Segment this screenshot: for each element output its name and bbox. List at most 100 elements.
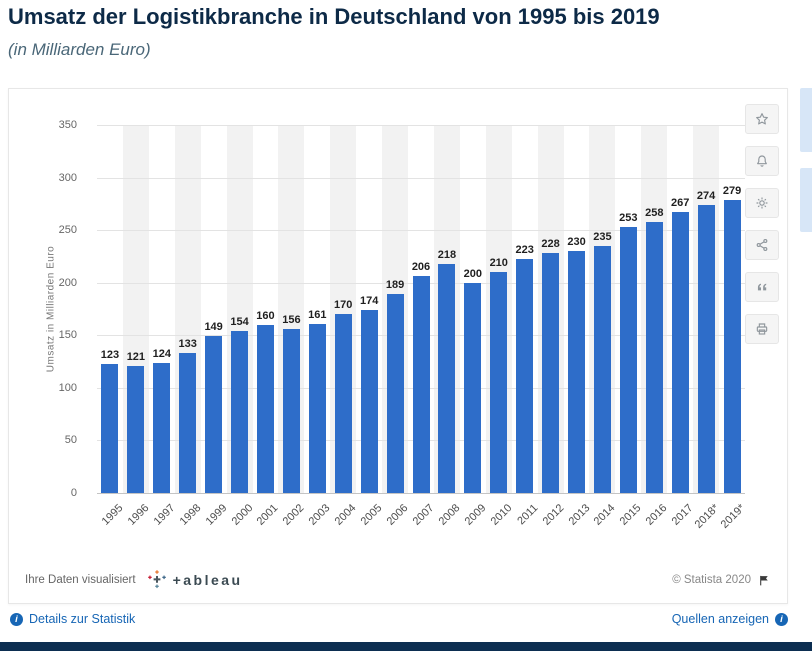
x-axis-label: 2000 — [229, 502, 256, 528]
copyright-area: © Statista 2020 — [672, 574, 771, 587]
bar[interactable] — [282, 329, 300, 493]
x-axis-label: 2013 — [566, 502, 593, 528]
favorite-button[interactable] — [745, 104, 779, 134]
x-axis-label: 2018* — [692, 502, 722, 531]
bar[interactable] — [153, 363, 171, 493]
gridline — [97, 230, 745, 232]
bar-value-label: 279 — [722, 185, 742, 197]
bar[interactable] — [386, 294, 404, 493]
settings-button[interactable] — [745, 188, 779, 218]
sources-link-label: Quellen anzeigen — [671, 612, 769, 626]
info-icon — [775, 612, 788, 626]
settings-icon — [754, 195, 770, 211]
bar[interactable] — [697, 205, 715, 493]
bar[interactable] — [516, 259, 534, 493]
gridline — [97, 177, 745, 179]
x-axis-label: 2004 — [332, 502, 359, 528]
chart-card: Umsatz in Milliarden Euro 0 50 100 150 200 25… — [8, 88, 788, 604]
x-axis-label: 2019* — [718, 502, 748, 531]
bar[interactable] — [127, 366, 145, 493]
bar-value-label: 235 — [593, 231, 612, 243]
bar-value-label: 200 — [463, 268, 482, 280]
bar[interactable] — [671, 212, 689, 493]
cookie-banner-edge — [0, 642, 812, 651]
x-axis-label: 2007 — [410, 502, 437, 528]
x-axis-label: 2003 — [306, 502, 333, 528]
share-icon — [754, 237, 770, 253]
chart-footer: Ihre Daten visualisiert +ableau © Statis… — [25, 569, 771, 591]
bar-value-label: 267 — [671, 197, 690, 209]
tableau-attribution: Ihre Daten visualisiert +ableau — [25, 569, 243, 591]
cite-button[interactable] — [745, 272, 779, 302]
chart-toolbar — [745, 104, 779, 344]
bar-value-label: 170 — [334, 299, 353, 311]
x-axis-label: 1997 — [151, 502, 178, 528]
bar[interactable] — [438, 264, 456, 493]
x-axis-label: 2005 — [358, 502, 385, 528]
bar[interactable] — [101, 364, 119, 493]
bar[interactable] — [464, 283, 482, 493]
details-link[interactable]: Details zur Statistik — [10, 612, 135, 626]
x-axis-label: 2016 — [643, 502, 670, 528]
bar[interactable] — [231, 331, 249, 493]
bar[interactable] — [256, 325, 274, 493]
bar-value-label: 274 — [696, 190, 716, 202]
cite-icon — [754, 279, 770, 295]
bar-value-label: 156 — [282, 314, 301, 326]
x-axis-label: 1999 — [203, 502, 230, 528]
page-title: Umsatz der Logistikbranche in Deutschlan… — [8, 4, 660, 29]
bar[interactable] — [568, 251, 586, 493]
bar-value-label: 218 — [437, 249, 457, 261]
sources-link[interactable]: Quellen anzeigen — [672, 612, 788, 626]
bar-value-label: 161 — [308, 309, 327, 321]
tableau-wordmark: +ableau — [172, 572, 243, 588]
bar-value-label: 174 — [359, 295, 379, 307]
flag-icon — [760, 575, 768, 585]
details-link-label: Details zur Statistik — [29, 612, 136, 626]
notifications-button[interactable] — [745, 146, 779, 176]
bar[interactable] — [334, 314, 352, 493]
x-axis-label: 2012 — [540, 502, 567, 528]
bar[interactable] — [179, 353, 197, 493]
bar[interactable] — [205, 336, 223, 493]
print-icon — [754, 321, 770, 337]
x-axis-label: 2001 — [255, 502, 281, 528]
bar[interactable] — [593, 246, 611, 493]
gridline — [97, 125, 745, 126]
bar[interactable] — [308, 324, 326, 493]
bar-value-label: 223 — [515, 244, 534, 256]
x-axis-label: 1998 — [177, 502, 204, 528]
favorite-icon — [754, 111, 770, 127]
bar[interactable] — [490, 272, 508, 493]
bar[interactable] — [542, 253, 560, 493]
bar[interactable] — [619, 227, 637, 493]
share-button[interactable] — [745, 230, 779, 260]
plot-area: 123 1995 121 1996 124 1997 133 1998 149 1999 154 20… — [97, 125, 748, 531]
bar-value-label: 124 — [152, 348, 171, 360]
x-axis-label: 2015 — [618, 502, 644, 528]
edge-panel-item[interactable] — [800, 168, 812, 232]
bar[interactable] — [723, 200, 741, 493]
bar-value-label: 210 — [489, 257, 508, 269]
edge-panel-item[interactable] — [800, 88, 812, 152]
bar[interactable] — [412, 276, 430, 493]
x-axis-label: 2009 — [462, 502, 489, 528]
bar-value-label: 160 — [256, 310, 275, 322]
right-edge-panel — [800, 88, 812, 248]
notifications-icon — [754, 153, 770, 169]
bar-value-label: 133 — [178, 338, 197, 350]
bar[interactable] — [645, 222, 663, 493]
bar-value-label: 154 — [230, 316, 249, 328]
bar[interactable] — [360, 310, 378, 493]
x-axis-label: 2006 — [384, 502, 411, 528]
bar-value-label: 206 — [411, 261, 431, 273]
y-axis-ticks: 0 50 100 150 200 250 300 350 — [39, 119, 85, 499]
print-button[interactable] — [745, 314, 779, 344]
x-axis-label: 1995 — [99, 502, 126, 528]
y-tick-label: 250 — [58, 224, 77, 237]
visualized-label: Ihre Daten visualisiert — [25, 574, 136, 586]
bar-value-label: 123 — [100, 349, 120, 361]
tableau-logo[interactable]: +ableau — [146, 569, 243, 591]
info-icon — [10, 612, 23, 626]
